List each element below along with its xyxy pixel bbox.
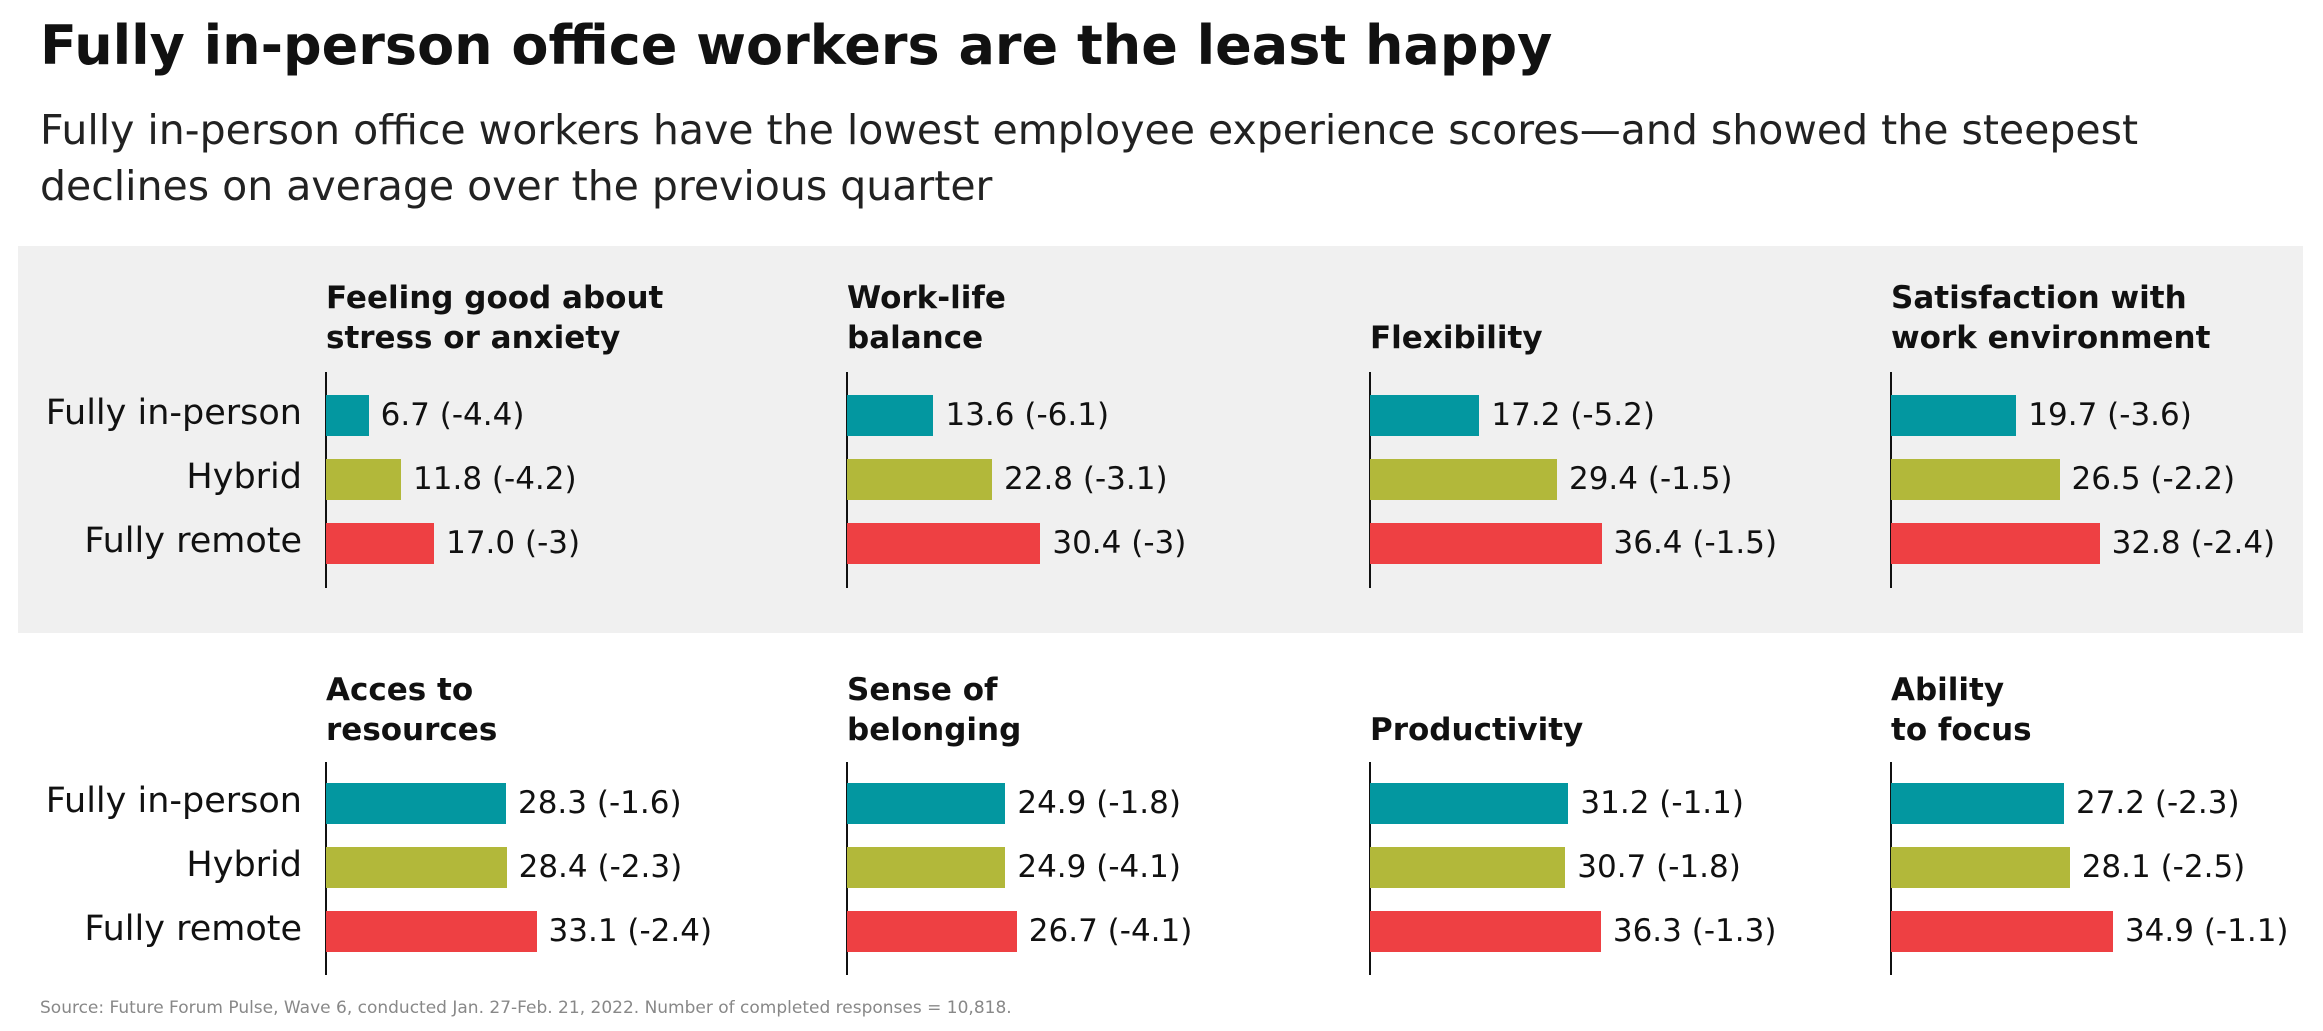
- bar: [1370, 458, 1557, 500]
- value-label: 28.4 (-2.3): [518, 849, 683, 885]
- value-label: 30.7 (-1.8): [1577, 849, 1741, 885]
- bar: [1370, 522, 1602, 564]
- chart-title: Ability to focus: [1891, 672, 2032, 748]
- bar: [1891, 394, 2017, 436]
- value-label: 26.7 (-4.1): [1028, 913, 1193, 949]
- row-label: Fully in-person: [45, 393, 302, 433]
- bar: [847, 522, 1041, 564]
- bar: [1891, 782, 2064, 824]
- value-label: 13.6 (-6.1): [945, 397, 1110, 433]
- value-label: 27.2 (-2.3): [2075, 785, 2240, 821]
- bar: [1370, 910, 1601, 952]
- value-label: 30.4 (-3): [1052, 525, 1187, 561]
- value-label: 17.2 (-5.2): [1491, 397, 1655, 433]
- bar: [326, 458, 402, 500]
- bar: [847, 910, 1017, 952]
- bar: [847, 394, 934, 436]
- value-label: 17.0 (-3): [446, 525, 581, 561]
- value-label: 36.3 (-1.3): [1612, 913, 1777, 949]
- chart-title: Feeling good about stress or anxiety: [326, 280, 664, 356]
- value-label: 19.7 (-3.6): [2028, 397, 2192, 433]
- bar: [1891, 910, 2113, 952]
- value-label: 24.9 (-1.8): [1017, 785, 1181, 821]
- bar: [847, 846, 1006, 888]
- chart-title: Sense of belonging: [847, 672, 1022, 748]
- value-label: 31.2 (-1.1): [1580, 785, 1744, 821]
- bar: [326, 782, 506, 824]
- chart-title: Productivity: [1370, 712, 1584, 748]
- chart-title: Work-life balance: [847, 280, 1006, 356]
- value-label: 28.1 (-2.5): [2081, 849, 2246, 885]
- bar: [326, 846, 507, 888]
- bar: [1891, 846, 2070, 888]
- chart-title: Flexibility: [1370, 320, 1543, 356]
- value-label: 28.3 (-1.6): [517, 785, 682, 821]
- value-label: 6.7 (-4.4): [380, 397, 525, 433]
- bar: [1370, 846, 1566, 888]
- value-label: 22.8 (-3.1): [1004, 461, 1168, 497]
- row-label: Fully remote: [84, 521, 302, 561]
- bar: [326, 910, 537, 952]
- bar: [847, 782, 1006, 824]
- value-label: 11.8 (-4.2): [413, 461, 577, 497]
- panel: [18, 246, 2303, 633]
- value-label: 32.8 (-2.4): [2111, 525, 2276, 561]
- chart-title: Satisfaction with work environment: [1891, 280, 2211, 356]
- source: Source: Future Forum Pulse, Wave 6, cond…: [40, 998, 1012, 1018]
- row-label: Fully remote: [84, 909, 302, 949]
- value-label: 26.5 (-2.2): [2071, 461, 2236, 497]
- value-label: 34.9 (-1.1): [2124, 913, 2289, 949]
- bar: [1370, 394, 1480, 436]
- bar: [326, 394, 369, 436]
- row-label: Hybrid: [186, 845, 302, 885]
- row-label: Hybrid: [186, 457, 302, 497]
- bar: [326, 522, 435, 564]
- row-label: Fully in-person: [45, 781, 302, 821]
- value-label: 24.9 (-4.1): [1017, 849, 1181, 885]
- bar: [1370, 782, 1569, 824]
- title: Fully in-person office workers are the l…: [40, 14, 1553, 77]
- value-label: 33.1 (-2.4): [548, 913, 713, 949]
- value-label: 29.4 (-1.5): [1568, 461, 1733, 497]
- bar: [847, 458, 992, 500]
- value-label: 36.4 (-1.5): [1613, 525, 1778, 561]
- bar: [1891, 458, 2060, 500]
- bar: [1891, 522, 2100, 564]
- chart-title: Acces to resources: [326, 672, 498, 748]
- subtitle: Fully in-person office workers have the …: [40, 106, 2139, 210]
